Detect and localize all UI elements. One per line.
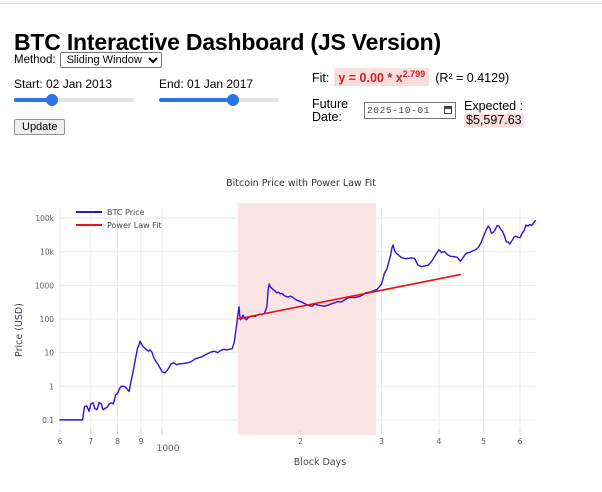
svg-text:Power Law Fit: Power Law Fit — [107, 221, 162, 230]
method-label: Method: — [14, 54, 56, 66]
svg-text:9: 9 — [139, 437, 144, 446]
start-date-slider[interactable] — [14, 94, 134, 106]
chart-highlight-band — [237, 203, 377, 435]
method-select[interactable]: Sliding Window — [59, 52, 162, 68]
price-chart: Bitcoin Price with Power Law Fit 100k 10k… — [14, 178, 537, 468]
end-date-slider[interactable] — [159, 94, 279, 106]
future-date-label-line1: Future — [312, 97, 349, 112]
svg-text:6: 6 — [518, 437, 523, 446]
svg-text:1: 1 — [49, 382, 54, 391]
start-date-label: Start: 02 Jan 2013 — [14, 77, 113, 91]
future-date-label-line2: Date: — [312, 110, 342, 125]
chart-series-layer — [59, 219, 537, 421]
chart-container: Bitcoin Price with Power Law Fit 100k 10k… — [0, 160, 602, 492]
start-date-slider-group: Start: 02 Jan 2013 — [14, 77, 141, 106]
future-date-input[interactable] — [364, 102, 456, 120]
left-controls-panel: Method: Sliding Window Start: 02 Jan 201… — [14, 52, 304, 135]
fit-r-squared: (R² = 0.4129) — [435, 71, 510, 86]
svg-text:3: 3 — [379, 437, 384, 446]
svg-text:6: 6 — [58, 437, 63, 446]
end-date-slider-group: End: 01 Jan 2017 — [159, 77, 286, 106]
fit-results-panel: Fit: y = 0.00 * x2.799 (R² = 0.4129) Fut… — [312, 68, 602, 128]
svg-text:2: 2 — [298, 437, 303, 446]
svg-text:10k: 10k — [40, 248, 55, 257]
future-date-field-wrap — [364, 98, 464, 120]
start-slider-fill — [14, 98, 53, 102]
page-title: BTC Interactive Dashboard (JS Version) — [14, 29, 441, 56]
expected-value: $5,597.63 — [464, 113, 524, 128]
expected-price-block: Expected : $5,597.63 — [464, 98, 524, 128]
start-slider-thumb[interactable] — [46, 94, 59, 106]
expected-label: Expected : — [464, 99, 524, 114]
end-date-label: End: 01 Jan 2017 — [159, 77, 254, 91]
future-date-row: Future Date: Expected : $5,597.63 — [312, 98, 602, 128]
x-axis-title: Block Days — [294, 457, 346, 468]
fit-row: Fit: y = 0.00 * x2.799 (R² = 0.4129) — [312, 68, 602, 87]
end-slider-fill — [159, 98, 234, 102]
start-slider-track[interactable] — [14, 98, 134, 102]
end-slider-thumb[interactable] — [227, 94, 240, 106]
y-axis-title: Price (USD) — [14, 303, 25, 357]
method-row: Method: Sliding Window — [14, 52, 304, 68]
svg-text:BTC Price: BTC Price — [107, 208, 145, 217]
chart-title: Bitcoin Price with Power Law Fit — [226, 178, 376, 189]
svg-text:1000: 1000 — [157, 444, 180, 454]
top-divider — [0, 0, 602, 4]
calendar-icon[interactable] — [444, 106, 452, 115]
svg-text:100: 100 — [40, 315, 55, 324]
future-date-label: Future Date: — [312, 98, 364, 124]
svg-text:10: 10 — [44, 349, 54, 358]
svg-text:1000: 1000 — [35, 281, 54, 290]
chart-tick-labels: 100k 10k 1000 100 10 1 0.1 6 7 8 9 2 3 4 5 6 1000 — [35, 214, 523, 454]
update-button[interactable]: Update — [14, 119, 66, 135]
fit-equation: y = 0.00 * x2.799 — [334, 68, 430, 87]
fit-equation-exponent: 2.799 — [402, 69, 426, 79]
svg-text:8: 8 — [115, 437, 120, 446]
date-range-sliders: Start: 02 Jan 2013 End: 01 Jan 2017 — [14, 77, 304, 106]
fit-equation-base: y = 0.00 * x — [338, 71, 403, 86]
fit-label: Fit: — [312, 71, 330, 86]
svg-text:0.1: 0.1 — [42, 416, 54, 425]
svg-text:100k: 100k — [35, 214, 54, 223]
svg-text:5: 5 — [481, 437, 486, 446]
svg-text:7: 7 — [88, 437, 93, 446]
svg-text:4: 4 — [437, 437, 442, 446]
chart-legend: BTC Price Power Law Fit — [76, 208, 162, 230]
